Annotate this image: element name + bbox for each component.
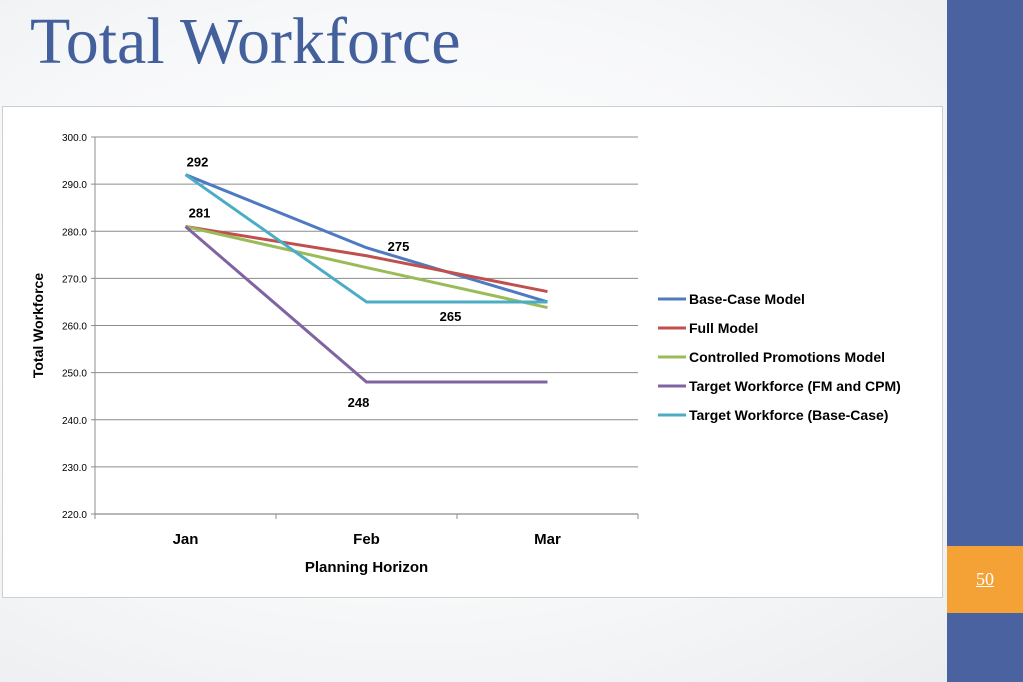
y-tick-label: 300.0 <box>62 133 87 144</box>
data-label: 275 <box>388 239 410 254</box>
y-tick-label: 230.0 <box>62 463 87 474</box>
series-line-4 <box>184 225 548 384</box>
legend-label: Target Workforce (FM and CPM) <box>689 378 901 394</box>
series-line-5 <box>184 173 548 304</box>
page-number[interactable]: 50 <box>976 569 994 589</box>
y-tick-label: 240.0 <box>62 416 87 427</box>
line-chart: 220.0 230.0 240.0 250.0 260.0 270.0 280.0 290.0… <box>30 133 901 576</box>
x-tick-label: Feb <box>353 531 380 548</box>
page-number-box: 50 <box>947 546 1023 613</box>
y-tick-label: 220.0 <box>62 510 87 521</box>
y-tick-label: 260.0 <box>62 322 87 333</box>
data-label: 265 <box>440 309 462 324</box>
y-tick-label: 290.0 <box>62 180 87 191</box>
y-tick-label: 270.0 <box>62 274 87 285</box>
x-tick-label: Mar <box>534 531 561 548</box>
y-tick-label: 280.0 <box>62 227 87 238</box>
chart-frame: 220.0 230.0 240.0 250.0 260.0 270.0 280.0 290.0… <box>2 106 943 598</box>
legend-label: Full Model <box>689 320 758 336</box>
legend-label: Base-Case Model <box>689 291 805 307</box>
series-line-3 <box>185 225 548 310</box>
legend-label: Controlled Promotions Model <box>689 349 885 365</box>
data-label: 292 <box>187 155 209 170</box>
slide-title: Total Workforce <box>30 5 461 78</box>
data-label: 248 <box>348 395 370 410</box>
x-tick-label: Jan <box>173 531 199 548</box>
series-line-1 <box>184 173 548 304</box>
x-axis-title: Planning Horizon <box>305 559 428 576</box>
series-line-2 <box>185 225 548 294</box>
y-axis-title: Total Workforce <box>30 273 46 378</box>
y-tick-label: 250.0 <box>62 369 87 380</box>
legend-label: Target Workforce (Base-Case) <box>689 407 888 423</box>
data-label: 281 <box>189 206 211 221</box>
